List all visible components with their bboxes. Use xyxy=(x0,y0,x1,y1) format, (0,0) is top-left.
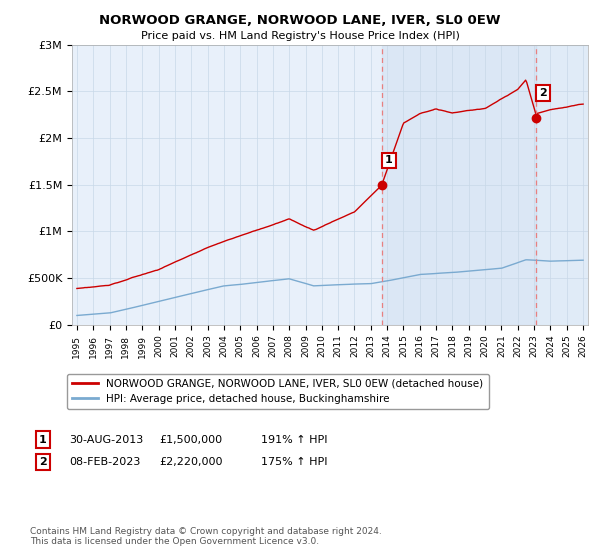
Text: £1,500,000: £1,500,000 xyxy=(159,435,222,445)
Text: 175% ↑ HPI: 175% ↑ HPI xyxy=(261,457,328,467)
Text: 30-AUG-2013: 30-AUG-2013 xyxy=(69,435,143,445)
Text: 2: 2 xyxy=(39,457,47,467)
Bar xyxy=(536,45,591,325)
Text: 1: 1 xyxy=(385,155,393,165)
Text: £2,220,000: £2,220,000 xyxy=(159,457,223,467)
Text: Contains HM Land Registry data © Crown copyright and database right 2024.
This d: Contains HM Land Registry data © Crown c… xyxy=(30,526,382,546)
Bar xyxy=(382,45,536,325)
Legend: NORWOOD GRANGE, NORWOOD LANE, IVER, SL0 0EW (detached house), HPI: Average price: NORWOOD GRANGE, NORWOOD LANE, IVER, SL0 … xyxy=(67,374,489,409)
Text: 191% ↑ HPI: 191% ↑ HPI xyxy=(261,435,328,445)
Text: 1: 1 xyxy=(39,435,47,445)
Text: 08-FEB-2023: 08-FEB-2023 xyxy=(69,457,140,467)
Text: Price paid vs. HM Land Registry's House Price Index (HPI): Price paid vs. HM Land Registry's House … xyxy=(140,31,460,41)
Text: 2: 2 xyxy=(539,88,547,98)
Text: NORWOOD GRANGE, NORWOOD LANE, IVER, SL0 0EW: NORWOOD GRANGE, NORWOOD LANE, IVER, SL0 … xyxy=(99,14,501,27)
